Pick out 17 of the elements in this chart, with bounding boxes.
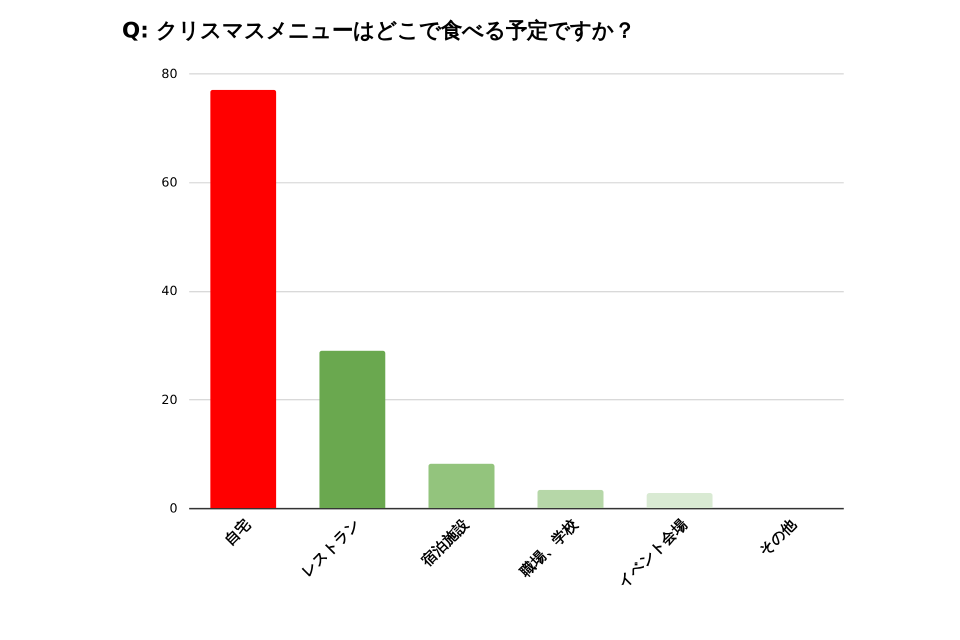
x-tick-label: 職場、学校	[516, 514, 582, 582]
chart-title: Q: クリスマスメニューはどこで食べる予定ですか？	[122, 18, 636, 44]
x-tick-label: イベント会場	[615, 516, 691, 592]
bar	[210, 90, 276, 508]
x-tick-label: レストラン	[298, 516, 364, 581]
y-tick-label: 60	[161, 174, 178, 190]
y-tick-label: 80	[161, 66, 178, 81]
x-tick-label: 宿泊施設	[416, 514, 474, 571]
y-tick-label: 40	[161, 283, 178, 298]
x-tick-label: 自宅	[220, 514, 254, 549]
bar	[428, 464, 495, 508]
bar	[646, 492, 713, 508]
y-tick-label: 20	[161, 392, 178, 407]
y-tick-label: 0	[169, 500, 178, 516]
bar	[319, 350, 386, 508]
bar	[537, 490, 604, 508]
x-tick-label: その他	[756, 514, 801, 560]
